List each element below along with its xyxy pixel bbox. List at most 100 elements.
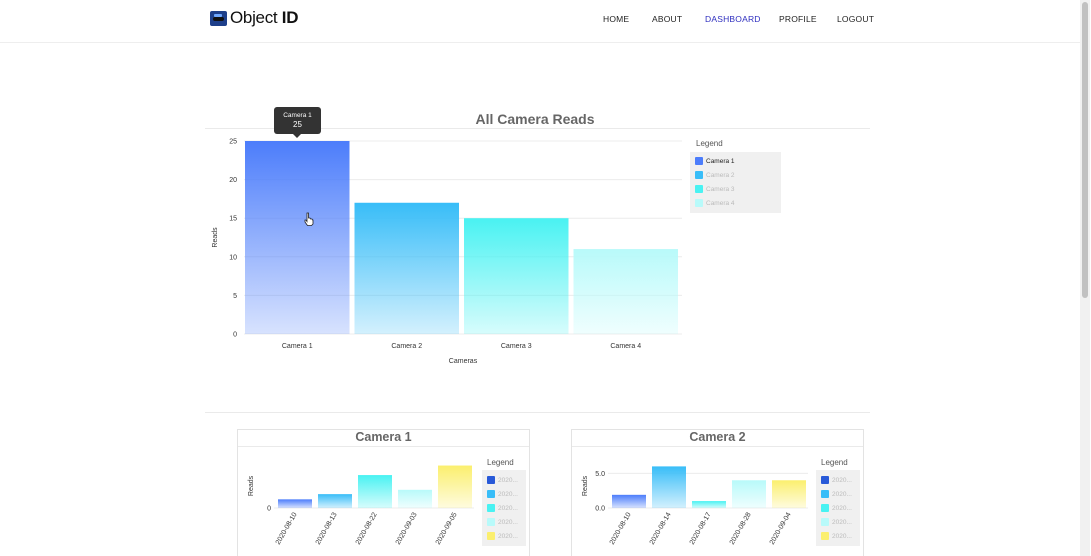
top-navbar: Object ID HOME ABOUT DASHBOARD PROFILE L… bbox=[0, 0, 1080, 43]
small-legend-swatch bbox=[821, 518, 829, 526]
main-legend-label: Camera 4 bbox=[706, 199, 735, 207]
nav-link-logout[interactable]: LOGOUT bbox=[837, 14, 875, 24]
small-y-tick-label: 0 bbox=[267, 506, 271, 513]
main-x-axis-label: Cameras bbox=[449, 358, 478, 365]
small-legend-item[interactable]: 2020... bbox=[821, 503, 852, 513]
small-x-tick-label: 2020-09-03 bbox=[395, 511, 419, 546]
camera-2-card: Camera 2 0.0 5.0 2020-08-10 2020-08-14 2020-… bbox=[571, 429, 864, 556]
camera-1-bar-chart: 0 2020-08-10 2020-08-13 2020-08-22 2020-09-0… bbox=[248, 465, 474, 546]
main-legend-title: Legend bbox=[696, 139, 723, 148]
nav-link-dashboard[interactable]: DASHBOARD bbox=[705, 14, 761, 24]
small-legend-label: 2020... bbox=[832, 532, 852, 540]
small-bar[interactable] bbox=[318, 494, 352, 508]
small-legend-swatch bbox=[821, 532, 829, 540]
small-legend-label: 2020... bbox=[498, 504, 518, 512]
main-bar[interactable] bbox=[464, 218, 569, 334]
page-scrollbar[interactable] bbox=[1080, 0, 1090, 556]
small-x-tick-label: 2020-09-05 bbox=[435, 511, 459, 546]
small-bar[interactable] bbox=[358, 475, 392, 508]
main-y-axis-label: Reads bbox=[212, 227, 219, 248]
pointer-cursor-icon bbox=[304, 212, 314, 226]
small-legend-item[interactable]: 2020... bbox=[487, 489, 518, 499]
brand-name: Object ID bbox=[230, 8, 299, 27]
small-legend-label: 2020... bbox=[832, 490, 852, 498]
small-bar[interactable] bbox=[278, 499, 312, 508]
small-x-tick-label: 2020-08-10 bbox=[275, 511, 299, 546]
main-y-tick-label: 20 bbox=[229, 177, 237, 184]
main-x-tick-label: Camera 4 bbox=[610, 343, 641, 350]
small-legend-item[interactable]: 2020... bbox=[821, 475, 852, 485]
small-legend-item[interactable]: 2020... bbox=[487, 517, 518, 527]
small-x-tick-label: 2020-08-22 bbox=[355, 511, 379, 546]
small-legend-label: 2020... bbox=[498, 476, 518, 484]
camera-2-bar-chart: 0.0 5.0 2020-08-10 2020-08-14 2020-08-17 2020… bbox=[582, 466, 808, 546]
small-legend-item[interactable]: 2020... bbox=[821, 517, 852, 527]
small-legend-item[interactable]: 2020... bbox=[821, 489, 852, 499]
main-y-tick-label: 10 bbox=[229, 254, 237, 261]
small-legend-swatch bbox=[487, 476, 495, 484]
main-y-tick-label: 15 bbox=[229, 216, 237, 223]
main-bar-chart: 0 5 10 15 20 25 Camera 1 Camera 2 Camera 3 Camera… bbox=[212, 139, 682, 365]
small-x-tick-label: 2020-08-14 bbox=[649, 511, 673, 546]
small-legend-swatch bbox=[487, 518, 495, 526]
small-bar[interactable] bbox=[438, 465, 472, 508]
nav-link-about[interactable]: ABOUT bbox=[652, 14, 683, 24]
brand-logo[interactable]: Object ID bbox=[210, 8, 298, 28]
camera-1-card: Camera 1 0 2020-08-10 2020-08-13 2020-08-22… bbox=[237, 429, 530, 556]
main-legend-item[interactable]: Camera 4 bbox=[695, 198, 735, 208]
main-x-tick-label: Camera 3 bbox=[501, 343, 532, 350]
camera-2-title-divider bbox=[572, 446, 863, 447]
small-y-axis-label: Reads bbox=[582, 475, 589, 496]
tooltip-value: 25 bbox=[293, 120, 302, 129]
small-bar[interactable] bbox=[732, 480, 766, 508]
main-legend-item[interactable]: Camera 2 bbox=[695, 170, 735, 180]
small-legend-item[interactable]: 2020... bbox=[821, 531, 852, 541]
small-y-axis-label: Reads bbox=[248, 475, 255, 496]
small-legend-item[interactable]: 2020... bbox=[487, 475, 518, 485]
small-x-tick-label: 2020-08-28 bbox=[729, 511, 753, 546]
small-legend-item[interactable]: 2020... bbox=[487, 531, 518, 541]
small-legend-swatch bbox=[821, 476, 829, 484]
main-bar[interactable] bbox=[573, 249, 679, 334]
small-legend-item[interactable]: 2020... bbox=[487, 503, 518, 513]
main-x-tick-label: Camera 1 bbox=[282, 343, 313, 350]
camera-2-legend: 2020... 2020... 2020... 2020... 2020... bbox=[816, 470, 860, 546]
small-bar[interactable] bbox=[772, 480, 806, 508]
main-y-tick-label: 5 bbox=[233, 293, 237, 300]
small-legend-swatch bbox=[487, 490, 495, 498]
small-x-tick-label: 2020-08-13 bbox=[315, 511, 339, 546]
small-legend-label: 2020... bbox=[498, 518, 518, 526]
small-legend-swatch bbox=[487, 532, 495, 540]
scrollbar-thumb[interactable] bbox=[1082, 2, 1088, 298]
small-x-tick-label: 2020-08-17 bbox=[689, 511, 713, 546]
main-legend-label: Camera 3 bbox=[706, 185, 735, 193]
main-bar[interactable] bbox=[354, 202, 460, 334]
main-chart-title-divider bbox=[205, 128, 870, 129]
small-y-tick-label: 5.0 bbox=[595, 471, 605, 478]
small-bar[interactable] bbox=[612, 494, 646, 508]
main-legend-swatch bbox=[695, 199, 703, 207]
small-bar[interactable] bbox=[398, 489, 432, 508]
nav-links: HOME ABOUT DASHBOARD PROFILE LOGOUT bbox=[0, 14, 1091, 26]
small-legend-label: 2020... bbox=[832, 504, 852, 512]
main-x-tick-label: Camera 2 bbox=[391, 343, 422, 350]
main-y-tick-label: 25 bbox=[229, 139, 237, 146]
main-legend-item[interactable]: Camera 1 bbox=[695, 156, 735, 166]
nav-link-home[interactable]: HOME bbox=[603, 14, 630, 24]
small-legend-label: 2020... bbox=[498, 532, 518, 540]
main-legend-item[interactable]: Camera 3 bbox=[695, 184, 735, 194]
chart-tooltip: Camera 1 25 bbox=[274, 107, 321, 138]
small-bar[interactable] bbox=[652, 466, 686, 508]
camera-1-chart-title: Camera 1 bbox=[355, 430, 412, 444]
small-bar[interactable] bbox=[692, 501, 726, 508]
main-legend-swatch bbox=[695, 157, 703, 165]
main-bar[interactable] bbox=[245, 141, 350, 334]
camera-2-legend-title: Legend bbox=[821, 458, 848, 467]
small-x-tick-label: 2020-08-10 bbox=[609, 511, 633, 546]
camera-1-legend-title: Legend bbox=[487, 458, 514, 467]
small-x-tick-label: 2020-09-04 bbox=[769, 511, 793, 546]
small-legend-swatch bbox=[821, 504, 829, 512]
nav-link-profile[interactable]: PROFILE bbox=[779, 14, 817, 24]
small-legend-label: 2020... bbox=[832, 476, 852, 484]
